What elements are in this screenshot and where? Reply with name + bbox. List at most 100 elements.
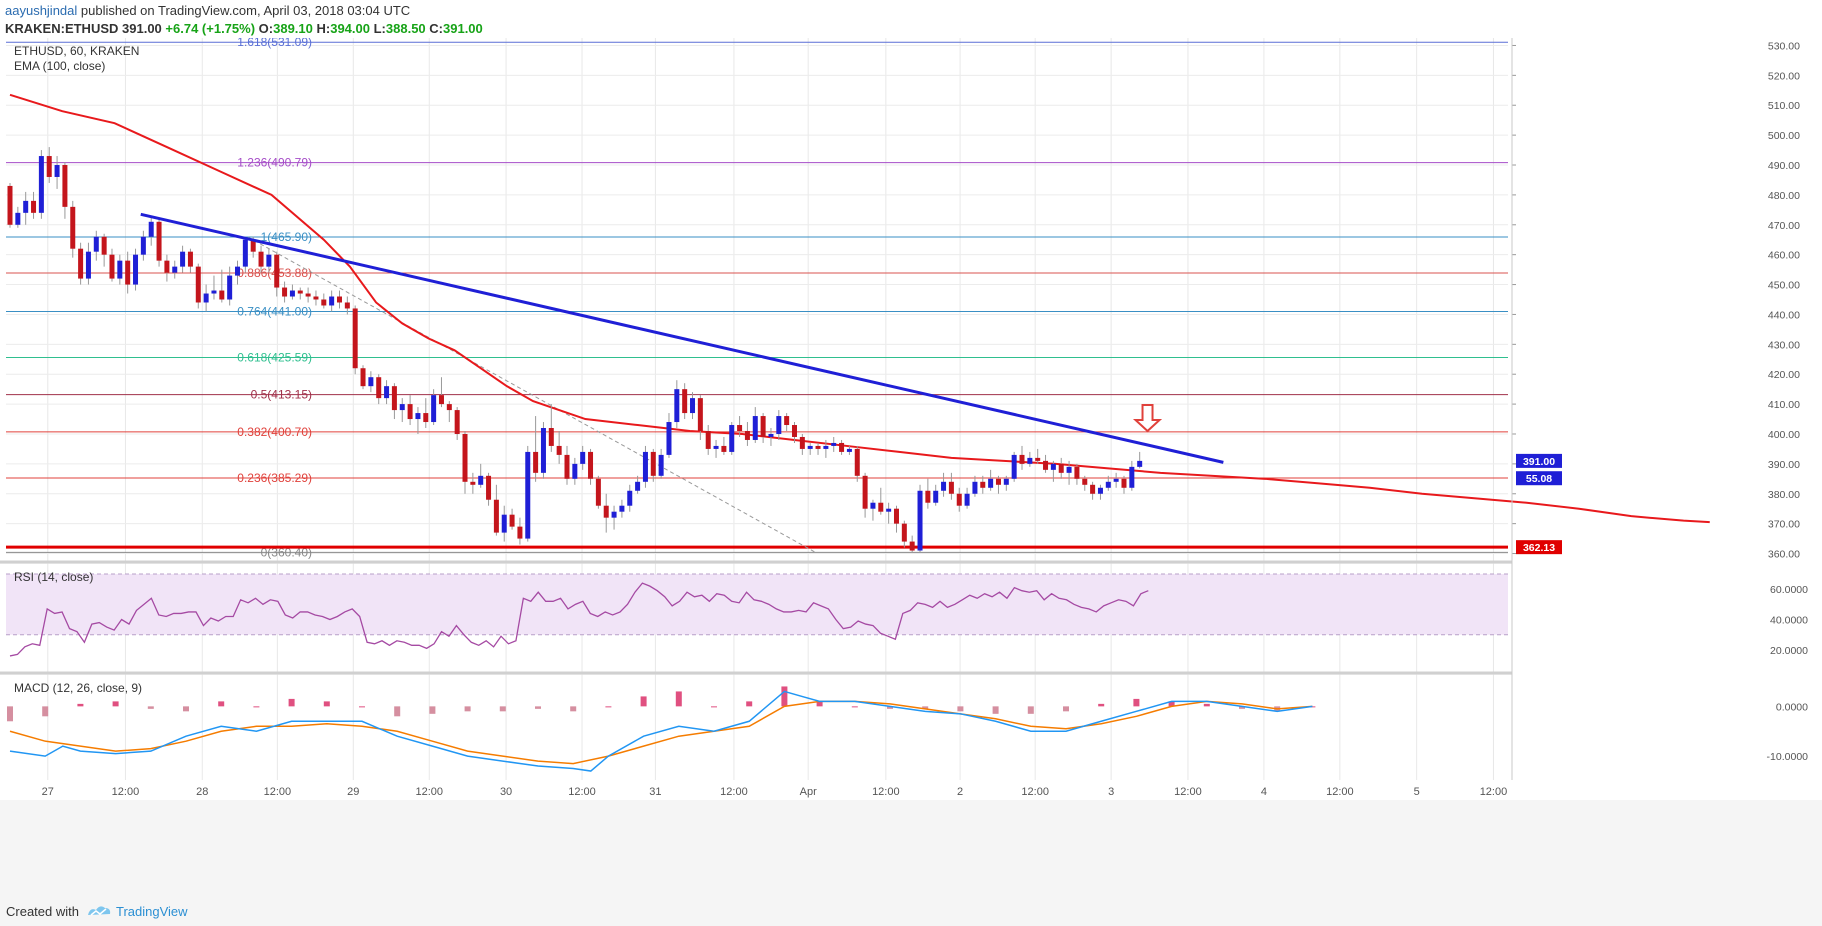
candle-body: [658, 454, 664, 476]
y-tick-label: 470.00: [1768, 220, 1800, 232]
candle-body: [62, 165, 68, 207]
x-tick-label: 28: [196, 786, 208, 798]
x-tick-label: 3: [1108, 786, 1114, 798]
fib-level-label: 0.618(425.59): [237, 351, 312, 365]
candle-body: [564, 454, 570, 479]
candle-body: [799, 436, 805, 449]
candle-body: [627, 490, 633, 506]
ema-title: EMA (100, close): [14, 59, 105, 73]
candle-body: [1003, 478, 1009, 485]
candle-body: [548, 428, 554, 446]
candle-body: [1082, 478, 1088, 485]
macd-histogram-bar: [851, 706, 858, 708]
x-tick-label: 12:00: [568, 786, 596, 798]
candle-body: [917, 490, 923, 551]
candle-body: [572, 463, 578, 479]
high-label: H:: [316, 21, 331, 36]
low-label: L:: [373, 21, 386, 36]
candle-body: [493, 499, 499, 533]
candle-body: [486, 475, 492, 500]
candle-body: [956, 493, 962, 506]
candle-body: [972, 481, 978, 494]
fib-level-label: 0.5(413.15): [251, 388, 312, 402]
tradingview-logo-icon[interactable]: [86, 903, 112, 919]
candle-body: [517, 526, 523, 539]
candle-body: [313, 296, 319, 300]
candle-body: [1097, 487, 1103, 494]
candle-body: [180, 251, 186, 267]
candle-body: [250, 239, 256, 252]
candle-body: [580, 451, 586, 464]
volume-badge-bg: [1516, 471, 1562, 486]
tradingview-brand[interactable]: TradingView: [116, 904, 188, 919]
candle-body: [533, 451, 539, 473]
time-axis[interactable]: [0, 780, 1822, 800]
candle-body: [682, 389, 688, 414]
candle-body: [901, 523, 907, 542]
y-tick-label: 480.00: [1768, 190, 1800, 202]
candle-body: [1019, 454, 1025, 464]
candle-body: [1090, 484, 1096, 494]
macd-histogram-bar: [1027, 706, 1034, 714]
candle-body: [650, 451, 656, 476]
macd-histogram-bar: [253, 706, 260, 708]
candle-body: [1129, 466, 1135, 488]
candle-body: [329, 296, 335, 306]
macd-histogram-bar: [1239, 706, 1245, 709]
x-tick-label: 12:00: [720, 786, 748, 798]
candle-body: [988, 478, 994, 488]
candle-body: [697, 398, 703, 431]
candle-body: [297, 290, 303, 294]
price-pane[interactable]: [0, 38, 1512, 561]
candle-body: [635, 481, 641, 491]
candle-body: [1058, 463, 1064, 473]
candle-body: [1113, 478, 1119, 482]
candle-body: [1050, 463, 1056, 470]
x-tick-label: 12:00: [872, 786, 900, 798]
last-price-badge: 391.00: [1523, 456, 1555, 468]
macd-signal-line: [9, 700, 1313, 765]
author-link[interactable]: aayushjindal: [5, 3, 78, 18]
chart[interactable]: 27 12:00 28 12:00 29 12:00 30 12:00 31 12:00 Apr 12…: [0, 38, 1822, 900]
candle-body: [1066, 466, 1072, 473]
candle-body: [227, 275, 233, 300]
candle-body: [642, 451, 648, 482]
candle-body: [164, 260, 170, 273]
candle-body: [862, 475, 868, 509]
candle-body: [525, 451, 531, 539]
macd-histogram-bar: [288, 698, 295, 707]
volume-badge: 55.08: [1526, 473, 1552, 485]
candle-body: [15, 212, 21, 225]
candle-body: [446, 404, 452, 411]
macd-histogram-bar: [570, 706, 577, 712]
quote-line: KRAKEN:ETHUSD 391.00 +6.74 (+1.75%) O:38…: [5, 21, 483, 36]
macd-histogram-bar: [464, 706, 471, 712]
candle-body: [784, 416, 790, 426]
footer: Created with TradingView: [0, 900, 1822, 926]
macd-histogram-bar: [112, 701, 119, 707]
candle-body: [619, 505, 625, 512]
y-tick-label: 390.00: [1768, 459, 1800, 471]
candle-body: [846, 448, 852, 452]
x-tick-label: 27: [42, 786, 54, 798]
candle-body: [219, 290, 225, 300]
fib-level-label: 1.618(531.09): [237, 38, 312, 49]
candle-body: [211, 290, 217, 294]
symbol: KRAKEN:ETHUSD: [5, 21, 119, 36]
candle-body: [1137, 460, 1143, 467]
candle-body: [242, 239, 248, 267]
candle-body: [470, 481, 476, 485]
header-bar: aayushjindal published on TradingView.co…: [0, 0, 1822, 38]
price-axis[interactable]: [1512, 38, 1822, 780]
candle-body: [478, 475, 484, 485]
candle-body: [768, 433, 774, 437]
macd-histogram-bar: [218, 701, 225, 707]
candle-body: [595, 478, 601, 506]
published-text: published on TradingView.com, April 03, …: [77, 3, 411, 18]
candle-body: [737, 425, 743, 431]
macd-histogram-bar: [359, 706, 365, 708]
fib-level-label: 1.236(490.79): [237, 156, 312, 170]
candle-body: [807, 445, 813, 449]
fib-level-label: 0.382(400.70): [237, 425, 312, 439]
macd-histogram-bar: [1133, 698, 1140, 707]
